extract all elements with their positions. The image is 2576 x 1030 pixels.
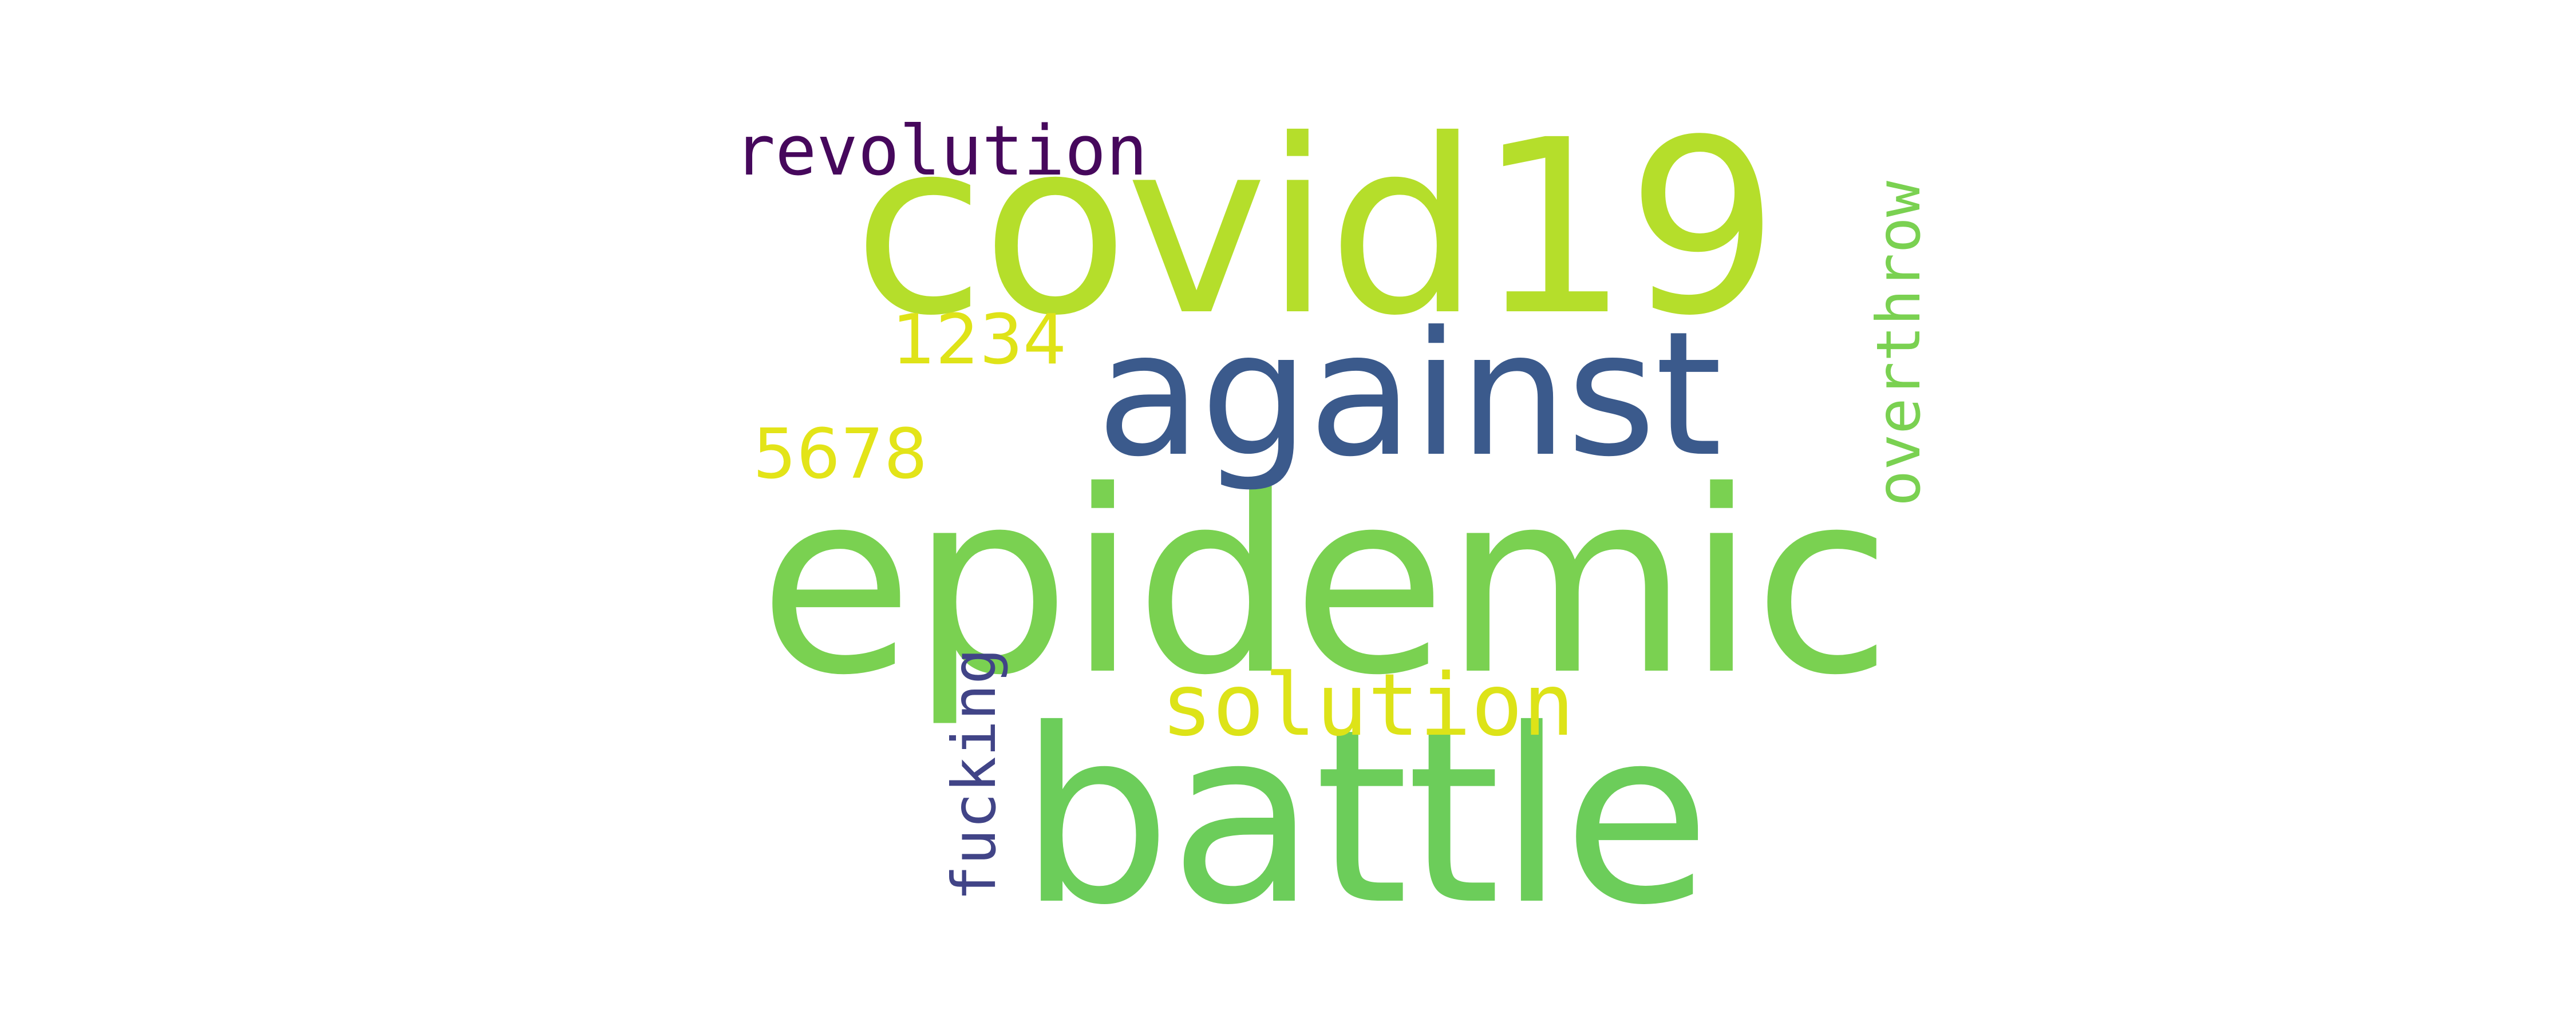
word-epidemic: epidemic (758, 437, 1892, 730)
word-against: against (1096, 295, 1722, 494)
word-overthrow: overthrow (1864, 181, 1934, 506)
word-revolution: revolution (734, 112, 1148, 191)
word-covid19: covid19 (853, 89, 1779, 369)
word-5678: 5678 (753, 415, 928, 494)
word-battle: battle (1019, 678, 1710, 958)
word-fucking: fucking (939, 648, 1009, 901)
word-solution: solution (1161, 656, 1575, 755)
word-1234: 1234 (892, 300, 1067, 380)
